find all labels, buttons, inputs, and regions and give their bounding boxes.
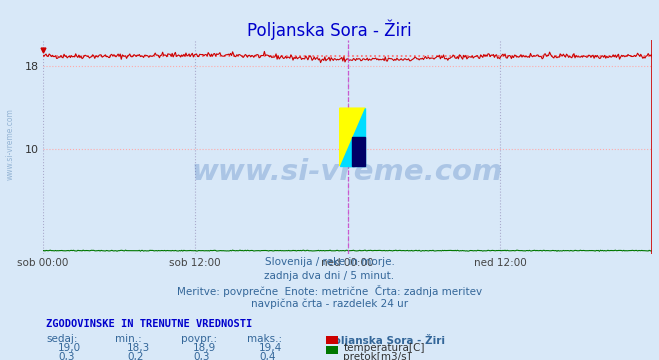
Text: 0,4: 0,4	[259, 352, 275, 360]
Text: povpr.:: povpr.:	[181, 334, 217, 344]
Text: 19,0: 19,0	[58, 343, 81, 353]
Text: min.:: min.:	[115, 334, 142, 344]
Polygon shape	[353, 137, 365, 166]
Text: 0,2: 0,2	[127, 352, 144, 360]
Text: Poljanska Sora - Žiri: Poljanska Sora - Žiri	[247, 20, 412, 40]
Text: temperatura[C]: temperatura[C]	[343, 343, 425, 353]
Text: 0,3: 0,3	[193, 352, 210, 360]
Text: maks.:: maks.:	[247, 334, 282, 344]
Text: Meritve: povprečne  Enote: metrične  Črta: zadnja meritev: Meritve: povprečne Enote: metrične Črta:…	[177, 285, 482, 297]
Text: navpična črta - razdelek 24 ur: navpična črta - razdelek 24 ur	[251, 298, 408, 309]
Text: pretok[m3/s]: pretok[m3/s]	[343, 352, 411, 360]
Text: Slovenija / reke in morje.: Slovenija / reke in morje.	[264, 257, 395, 267]
Text: zadnja dva dni / 5 minut.: zadnja dva dni / 5 minut.	[264, 271, 395, 281]
Text: www.si-vreme.com: www.si-vreme.com	[5, 108, 14, 180]
Text: Poljanska Sora - Žiri: Poljanska Sora - Žiri	[326, 334, 445, 346]
Polygon shape	[339, 108, 365, 166]
Polygon shape	[339, 108, 365, 166]
Text: 0,3: 0,3	[58, 352, 74, 360]
Text: www.si-vreme.com: www.si-vreme.com	[192, 158, 503, 186]
Text: 18,3: 18,3	[127, 343, 150, 353]
Text: 18,9: 18,9	[193, 343, 216, 353]
Text: 19,4: 19,4	[259, 343, 282, 353]
Text: ZGODOVINSKE IN TRENUTNE VREDNOSTI: ZGODOVINSKE IN TRENUTNE VREDNOSTI	[46, 319, 252, 329]
Text: sedaj:: sedaj:	[46, 334, 78, 344]
